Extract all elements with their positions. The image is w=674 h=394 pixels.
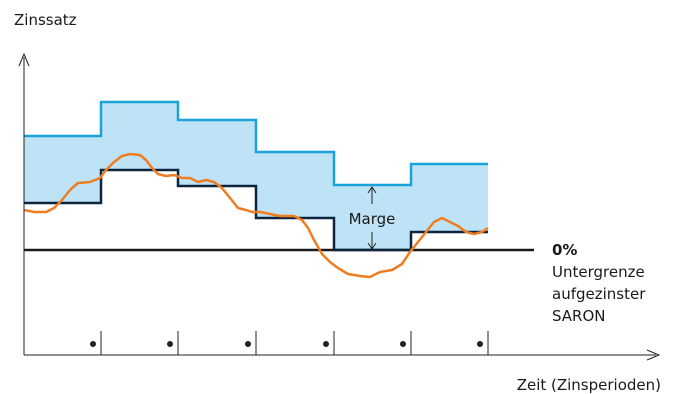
fixing-dot (245, 341, 251, 347)
y-axis-arrowhead (18, 52, 30, 67)
fixing-dot (400, 341, 406, 347)
fixing-dots (90, 341, 483, 347)
zero-percent-label: 0% (552, 241, 577, 259)
fixing-dot (323, 341, 329, 347)
fixing-dot (167, 341, 173, 347)
x-axis-arrowhead (646, 349, 661, 361)
period-ticks (100, 331, 489, 355)
upper-rate-line (24, 100, 488, 187)
fixing-dot (477, 341, 483, 347)
floor-label-line-2: aufgezinster (552, 285, 646, 303)
floor-label-line-3: SARON (552, 307, 606, 325)
margin-band (24, 102, 488, 250)
x-axis-label: Zeit (Zinsperioden) (517, 376, 661, 394)
margin-label: Marge (349, 210, 396, 228)
fixing-dot (90, 341, 96, 347)
floor-label-line-1: Untergrenze (552, 263, 645, 281)
saron-line (23, 152, 489, 279)
y-axis-label: Zinssatz (14, 11, 77, 29)
margin-arrow (367, 186, 377, 250)
